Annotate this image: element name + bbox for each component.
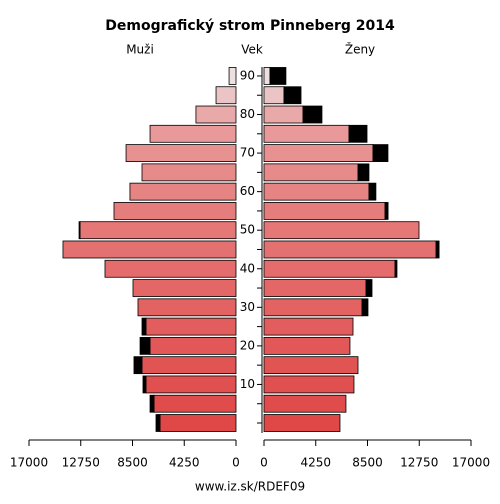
- bar: [145, 317, 237, 336]
- age-label: 60: [240, 184, 255, 198]
- bar: [435, 240, 440, 259]
- bar: [263, 182, 370, 201]
- bar: [141, 163, 237, 182]
- bar: [263, 317, 354, 336]
- x-tick-label: 0: [232, 456, 240, 470]
- age-label: 50: [240, 223, 255, 237]
- bar: [125, 144, 237, 162]
- bar: [302, 105, 323, 124]
- bar: [263, 394, 347, 413]
- age-label: 80: [240, 107, 255, 121]
- bar: [104, 259, 237, 278]
- bar: [283, 86, 302, 105]
- x-tick-label: 17000: [452, 456, 490, 470]
- bar: [133, 356, 143, 375]
- bar: [263, 202, 386, 220]
- bar: [153, 394, 237, 413]
- bar: [195, 105, 237, 124]
- bar: [139, 336, 151, 355]
- bar: [263, 67, 271, 85]
- bar: [155, 414, 161, 432]
- bar: [368, 182, 377, 201]
- x-tick-label: 12750: [62, 456, 100, 470]
- age-label: 30: [240, 300, 255, 314]
- bar: [269, 67, 287, 85]
- x-tick-label: 8500: [352, 456, 383, 470]
- bar: [141, 317, 147, 336]
- bar: [149, 336, 237, 355]
- bar: [145, 375, 237, 394]
- bar: [78, 221, 81, 240]
- x-tick-label: 8500: [117, 456, 148, 470]
- bar: [149, 394, 155, 413]
- age-label: 90: [240, 68, 255, 82]
- age-label: 20: [240, 338, 255, 352]
- chart-title: Demografický strom Pinneberg 2014: [105, 18, 395, 34]
- bar: [394, 259, 398, 278]
- bar: [263, 298, 363, 317]
- x-tick-label: 4250: [300, 456, 331, 470]
- bar: [137, 298, 237, 317]
- bar: [263, 163, 359, 182]
- center-label: Vek: [241, 43, 263, 57]
- age-label: 10: [240, 377, 255, 391]
- bar: [129, 182, 237, 201]
- bar: [263, 279, 367, 297]
- age-label: 70: [240, 146, 255, 160]
- x-tick-label: 17000: [10, 456, 48, 470]
- bar: [142, 375, 147, 394]
- bar: [372, 144, 389, 162]
- bar: [263, 375, 355, 394]
- bar: [263, 105, 304, 124]
- x-tick-label: 0: [260, 456, 268, 470]
- x-tick-label: 12750: [400, 456, 438, 470]
- bar: [141, 356, 237, 375]
- bar: [263, 414, 341, 432]
- bar: [263, 259, 396, 278]
- bar: [215, 86, 237, 105]
- bar: [263, 356, 359, 375]
- bar: [149, 124, 237, 143]
- bar: [384, 202, 389, 220]
- bar: [263, 336, 351, 355]
- bar: [348, 124, 368, 143]
- bar: [263, 144, 374, 162]
- bar: [228, 67, 237, 85]
- bar: [365, 279, 373, 297]
- bar: [263, 240, 437, 259]
- bar: [263, 86, 285, 105]
- right-label: Ženy: [345, 42, 375, 57]
- left-label: Muži: [126, 43, 154, 57]
- age-label: 40: [240, 261, 255, 275]
- bar: [79, 221, 237, 240]
- bar: [132, 279, 237, 297]
- bar: [357, 163, 370, 182]
- bar: [62, 240, 237, 259]
- footer: www.iz.sk/RDEF09: [195, 480, 305, 494]
- bar: [263, 124, 350, 143]
- bar: [263, 221, 420, 240]
- bar: [159, 414, 237, 432]
- x-tick-label: 4250: [169, 456, 200, 470]
- bar: [113, 202, 237, 220]
- bar: [361, 298, 369, 317]
